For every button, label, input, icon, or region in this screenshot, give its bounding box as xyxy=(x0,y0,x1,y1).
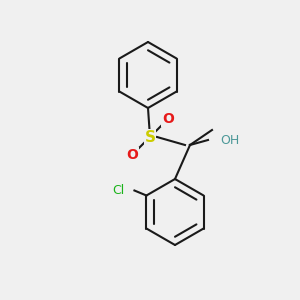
Text: O: O xyxy=(162,112,174,126)
Text: O: O xyxy=(126,148,138,162)
Text: S: S xyxy=(145,130,155,145)
Text: OH: OH xyxy=(220,134,239,146)
Text: Cl: Cl xyxy=(112,184,124,197)
